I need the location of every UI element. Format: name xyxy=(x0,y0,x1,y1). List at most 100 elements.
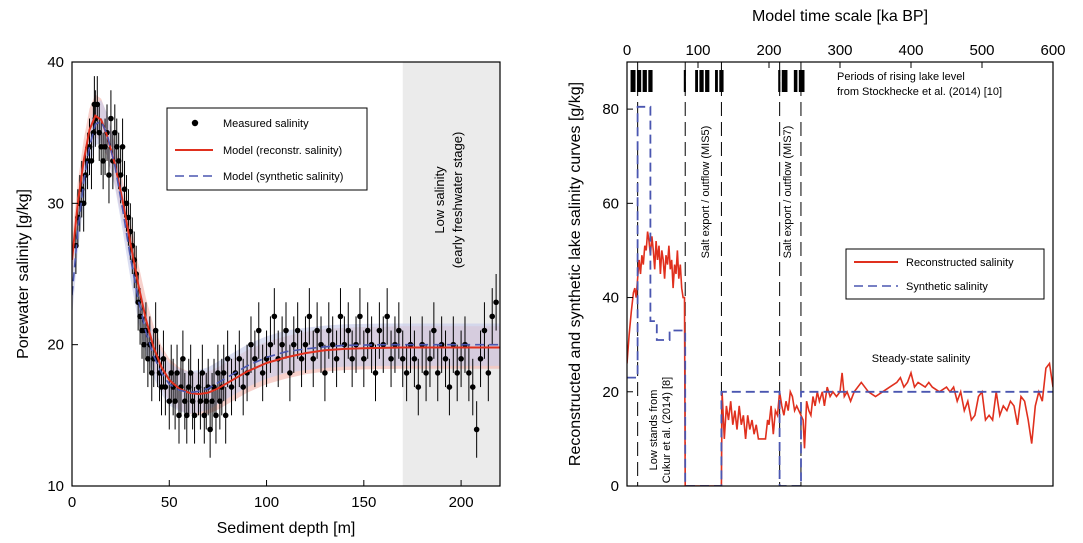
right-x-tick-label: 200 xyxy=(756,42,781,59)
right-x-tick-label: 600 xyxy=(1040,42,1065,59)
measured-point xyxy=(108,115,114,122)
measured-point xyxy=(345,327,352,334)
measured-point xyxy=(182,398,188,405)
measured-point xyxy=(489,313,496,320)
measured-point xyxy=(125,214,132,221)
right-legend: Reconstructed salinity Synthetic salinit… xyxy=(845,248,1045,300)
left-low-salinity-region xyxy=(402,62,500,486)
measured-point xyxy=(137,313,143,320)
right-legend-box xyxy=(845,248,1045,300)
synthetic-salinity-line xyxy=(627,105,1053,486)
measured-point xyxy=(329,341,336,348)
left-y-tick-label: 10 xyxy=(47,478,64,495)
measured-point xyxy=(306,313,313,320)
measured-point xyxy=(427,356,433,362)
measured-point xyxy=(318,341,324,348)
rising-lake-level-mark xyxy=(778,70,781,92)
measured-point xyxy=(166,398,173,405)
right-x-tick-label: 100 xyxy=(685,42,710,59)
model-reconstr-line xyxy=(72,114,500,396)
left-x-tick-label: 50 xyxy=(161,494,178,511)
rising-lake-level-mark xyxy=(793,70,798,92)
measured-point xyxy=(148,370,155,376)
measured-point xyxy=(341,341,348,348)
right-y-tick-label: 0 xyxy=(611,478,619,495)
measured-point xyxy=(283,327,289,334)
legend-label-synthetic: Model (synthetic salinity) xyxy=(223,171,343,183)
measured-point xyxy=(176,412,182,419)
measured-point xyxy=(271,313,278,320)
measured-point xyxy=(384,313,390,320)
right-x-tick-label: 0 xyxy=(623,42,631,59)
measured-point xyxy=(290,341,297,348)
measured-point xyxy=(217,398,223,405)
measured-point xyxy=(160,356,167,362)
measured-point xyxy=(337,313,344,320)
right-y-tick-label: 20 xyxy=(602,384,619,401)
model-synthetic-line xyxy=(72,120,500,394)
measured-point xyxy=(197,398,204,405)
measured-point xyxy=(458,356,464,362)
measured-point xyxy=(80,200,87,207)
measured-point xyxy=(211,384,217,390)
measured-point xyxy=(86,144,93,150)
rising-lake-level-label-2: from Stockhecke et al. (2014) [10] xyxy=(837,86,1002,98)
measured-point xyxy=(287,370,293,376)
rising-lake-level-mark xyxy=(648,70,653,92)
measured-point xyxy=(333,356,340,362)
legend-label-synthetic-2: Synthetic salinity xyxy=(906,281,988,293)
lowstands-label-2: Cukur et al. (2014) [8] xyxy=(661,377,673,483)
measured-point xyxy=(183,412,190,419)
left-shade-label-2: (early freshwater stage) xyxy=(450,132,465,269)
measured-point xyxy=(199,370,206,376)
rising-lake-level-mark xyxy=(705,70,710,92)
measured-point xyxy=(357,313,363,320)
measured-point xyxy=(94,101,101,108)
measured-point xyxy=(98,144,104,150)
left-model-uncertainty-bands xyxy=(72,94,500,416)
rising-lake-level-mark xyxy=(630,70,636,92)
measured-point xyxy=(399,356,406,362)
left-shade-label-1: Low salinity xyxy=(432,166,447,234)
measured-point xyxy=(388,356,394,362)
legend-label-reconstructed: Reconstructed salinity xyxy=(906,257,1014,269)
measured-point xyxy=(493,299,499,306)
legend-marker-measured xyxy=(191,119,199,127)
right-ticks xyxy=(626,62,1054,487)
measured-point xyxy=(314,327,320,334)
measured-point xyxy=(121,186,128,192)
mis5-label: Salt export / outflow (MIS5) xyxy=(700,126,712,259)
measured-point xyxy=(96,129,103,136)
left-plot-frame xyxy=(71,61,501,487)
model-band-2 xyxy=(72,100,500,414)
measured-point xyxy=(267,341,274,348)
measured-point xyxy=(158,384,165,390)
measured-point xyxy=(123,200,130,207)
measured-point xyxy=(310,356,317,362)
right-rising-lake-level-marks xyxy=(630,70,805,92)
right-x-axis-label: Model time scale [ka BP] xyxy=(752,8,928,25)
left-x-tick-label: 150 xyxy=(351,494,376,511)
right-y-tick-label: 80 xyxy=(602,101,619,118)
measured-point xyxy=(411,356,418,362)
measured-point xyxy=(396,327,402,334)
steady-state-label: Steady-state salinity xyxy=(872,353,971,365)
rising-lake-level-mark xyxy=(715,70,718,92)
measured-point xyxy=(117,172,124,178)
rising-lake-level-mark xyxy=(699,70,704,92)
measured-point xyxy=(477,356,484,362)
measured-point xyxy=(139,327,145,334)
legend-label-reconstr: Model (reconstr. salinity) xyxy=(223,145,342,157)
rising-lake-level-mark xyxy=(695,70,698,92)
measured-point xyxy=(168,370,175,376)
left-y-tick-label: 20 xyxy=(47,337,64,354)
measured-point xyxy=(215,370,221,376)
left-tick-labels: 0 50 100 150 200 10 20 30 40 xyxy=(47,54,473,511)
measured-point xyxy=(145,356,151,362)
measured-point xyxy=(88,158,95,164)
measured-point xyxy=(372,370,379,376)
measured-point xyxy=(172,398,178,405)
measured-point xyxy=(185,384,192,390)
measured-point xyxy=(446,384,453,390)
measured-point xyxy=(252,356,258,362)
